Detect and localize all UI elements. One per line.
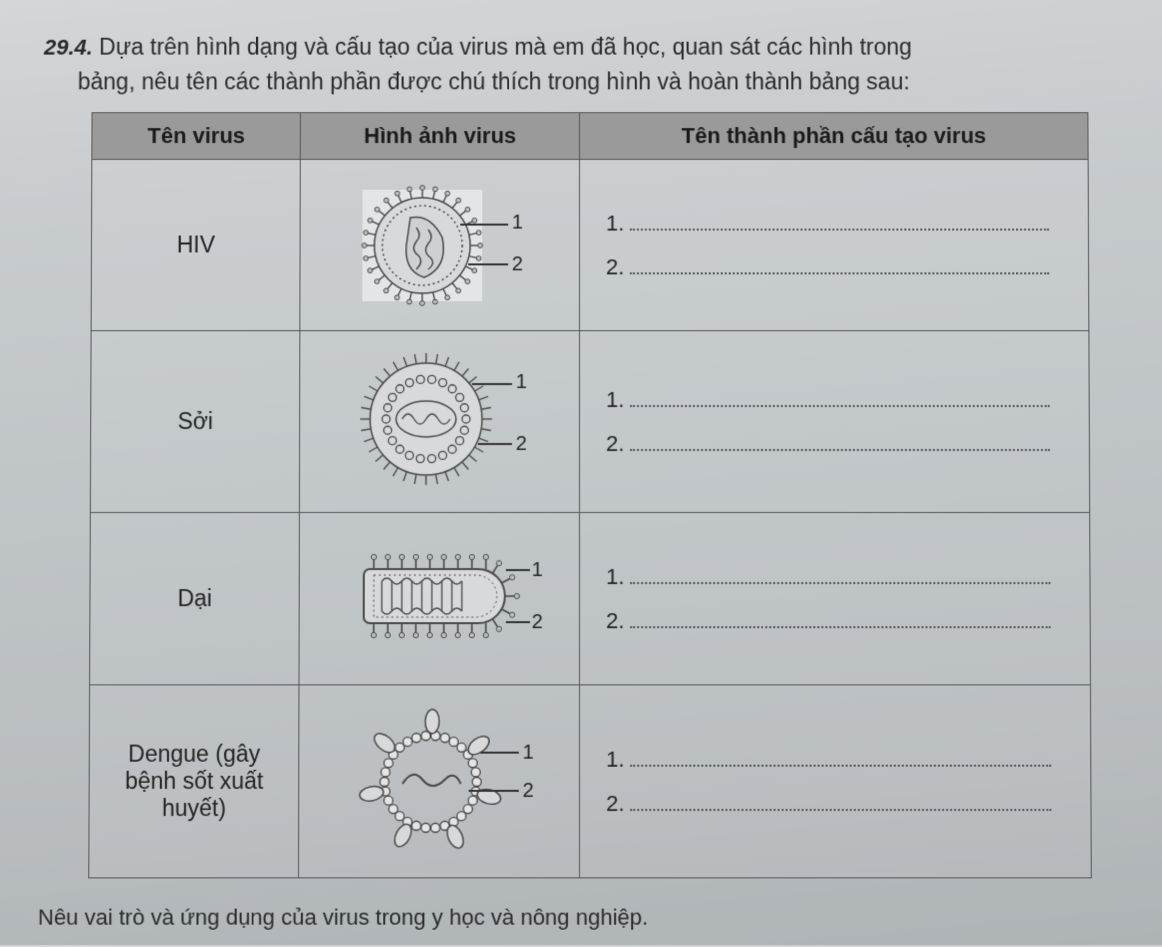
virus-image-dai: 1 2 <box>299 513 579 685</box>
dotted-line <box>630 568 1050 583</box>
table-row: Dengue (gây bệnh sốt xuất huyết) <box>89 685 1092 878</box>
dotted-line <box>630 259 1049 274</box>
virus-image-hiv: 1 2 <box>300 159 579 330</box>
virus-name-dai: Dại <box>90 513 300 685</box>
footer-text: Nêu vai trò và ứng dụng của virus trong … <box>38 905 1114 931</box>
question-number: 29.4. <box>44 35 93 60</box>
diagram-label: 2 <box>523 780 534 803</box>
dotted-line <box>630 435 1050 450</box>
virus-table: Tên virus Hình ảnh virus Tên thành phần … <box>88 112 1092 878</box>
page: 29.4. Dựa trên hình dạng và cấu tạo của … <box>0 2 1162 947</box>
dai-diagram-svg <box>329 521 549 671</box>
diagram-label: 2 <box>512 253 523 276</box>
th-virus-parts: Tên thành phần cấu tạo virus <box>580 113 1089 160</box>
leader-line <box>506 569 530 571</box>
question-line2: bảng, nêu tên các thành phần được chú th… <box>44 64 1111 98</box>
dotted-line <box>630 795 1051 810</box>
leader-line <box>468 790 518 792</box>
question-text: 29.4. Dựa trên hình dạng và cấu tạo của … <box>32 30 1110 98</box>
dotted-line <box>630 215 1049 230</box>
virus-parts-hiv: 1. 2. <box>580 159 1089 330</box>
leader-line <box>478 443 512 444</box>
answer-line[interactable]: 2. <box>606 254 1066 280</box>
diagram-label: 1 <box>512 212 523 235</box>
diagram-label: 2 <box>532 611 543 634</box>
diagram-label: 1 <box>516 371 527 394</box>
leader-line <box>480 752 518 754</box>
virus-name-dengue: Dengue (gây bệnh sốt xuất huyết) <box>89 685 300 878</box>
answer-line[interactable]: 2. <box>606 790 1068 816</box>
th-virus-image: Hình ảnh virus <box>301 113 580 160</box>
table-row: Dại <box>90 513 1091 685</box>
answer-line[interactable]: 1. <box>606 387 1067 413</box>
virus-parts-dengue: 1. 2. <box>580 685 1092 878</box>
virus-name-hiv: HIV <box>91 159 301 330</box>
virus-image-soi: 1 2 <box>300 331 580 513</box>
table-header-row: Tên virus Hình ảnh virus Tên thành phần … <box>92 113 1088 160</box>
diagram-label: 2 <box>516 433 527 456</box>
dotted-line <box>630 391 1050 406</box>
leader-line <box>468 263 508 264</box>
virus-parts-dai: 1. 2. <box>580 513 1091 685</box>
answer-line[interactable]: 1. <box>606 210 1066 236</box>
dotted-line <box>630 612 1051 627</box>
leader-line <box>460 224 508 225</box>
soi-diagram-svg <box>340 339 540 499</box>
question-block: 29.4. Dựa trên hình dạng và cấu tạo của … <box>32 22 1110 98</box>
diagram-label: 1 <box>523 742 534 765</box>
leader-line <box>472 383 512 384</box>
diagram-label: 1 <box>532 559 543 582</box>
question-line1: Dựa trên hình dạng và cấu tạo của virus … <box>99 34 912 60</box>
virus-name-soi: Sởi <box>90 331 300 513</box>
hiv-diagram-svg <box>340 168 540 317</box>
leader-line <box>506 621 530 623</box>
virus-parts-soi: 1. 2. <box>580 331 1090 513</box>
dengue-diagram-svg <box>334 693 545 864</box>
answer-line[interactable]: 1. <box>606 564 1067 590</box>
answer-line[interactable]: 2. <box>606 431 1067 457</box>
table-row: Sởi 1 <box>90 331 1089 513</box>
dotted-line <box>630 751 1051 766</box>
virus-image-dengue: 1 2 <box>299 685 580 878</box>
table-row: HIV <box>91 159 1089 330</box>
th-virus-name: Tên virus <box>92 113 301 160</box>
answer-line[interactable]: 2. <box>606 608 1068 634</box>
answer-line[interactable]: 1. <box>606 746 1068 772</box>
